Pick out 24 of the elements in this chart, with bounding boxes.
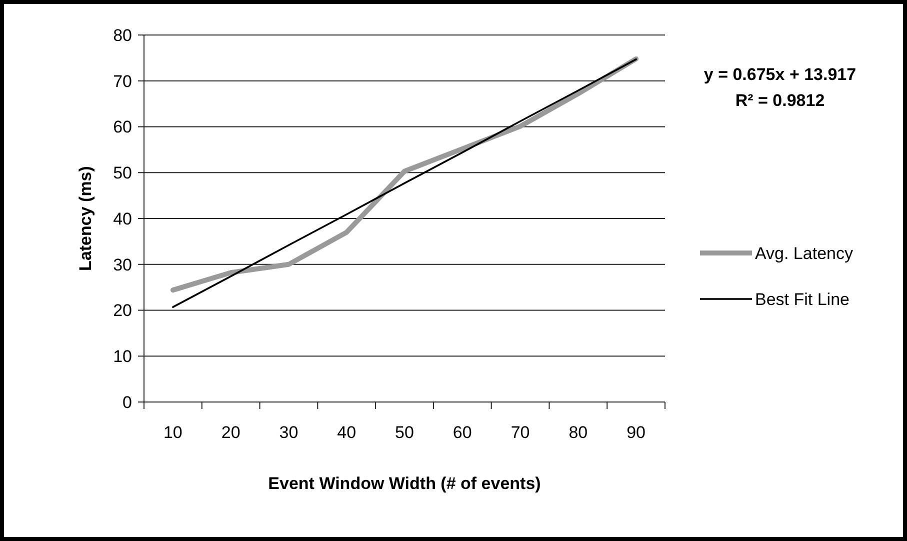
x-tick-label: 20	[221, 423, 240, 442]
y-tick-label: 10	[113, 347, 132, 366]
y-tick-label: 60	[113, 118, 132, 137]
x-tick-label: 90	[626, 423, 646, 442]
y-tick-label: 20	[113, 301, 132, 320]
y-tick-label: 30	[113, 255, 132, 274]
y-tick-label: 40	[113, 209, 132, 228]
x-tick-label: 60	[452, 423, 472, 442]
legend-label: Avg. Latency	[755, 244, 854, 263]
x-tick-label: 50	[395, 423, 414, 442]
x-tick-label: 70	[510, 423, 530, 442]
x-tick-label: 80	[568, 423, 588, 442]
text: R² = 0.9812	[735, 91, 825, 110]
x-axis-title: Event Window Width (# of events)	[268, 474, 541, 493]
y-tick-label: 50	[113, 164, 132, 183]
x-tick-label: 40	[337, 423, 356, 442]
y-axis-title: Latency (ms)	[76, 166, 95, 271]
y-tick-label: 80	[113, 26, 132, 45]
x-tick-label: 10	[163, 423, 182, 442]
y-tick-label: 70	[113, 72, 132, 91]
x-tick-label: 30	[279, 423, 298, 442]
text: y = 0.675x + 13.917	[704, 65, 856, 84]
legend-label: Best Fit Line	[755, 290, 850, 309]
y-tick-label: 0	[122, 392, 132, 412]
